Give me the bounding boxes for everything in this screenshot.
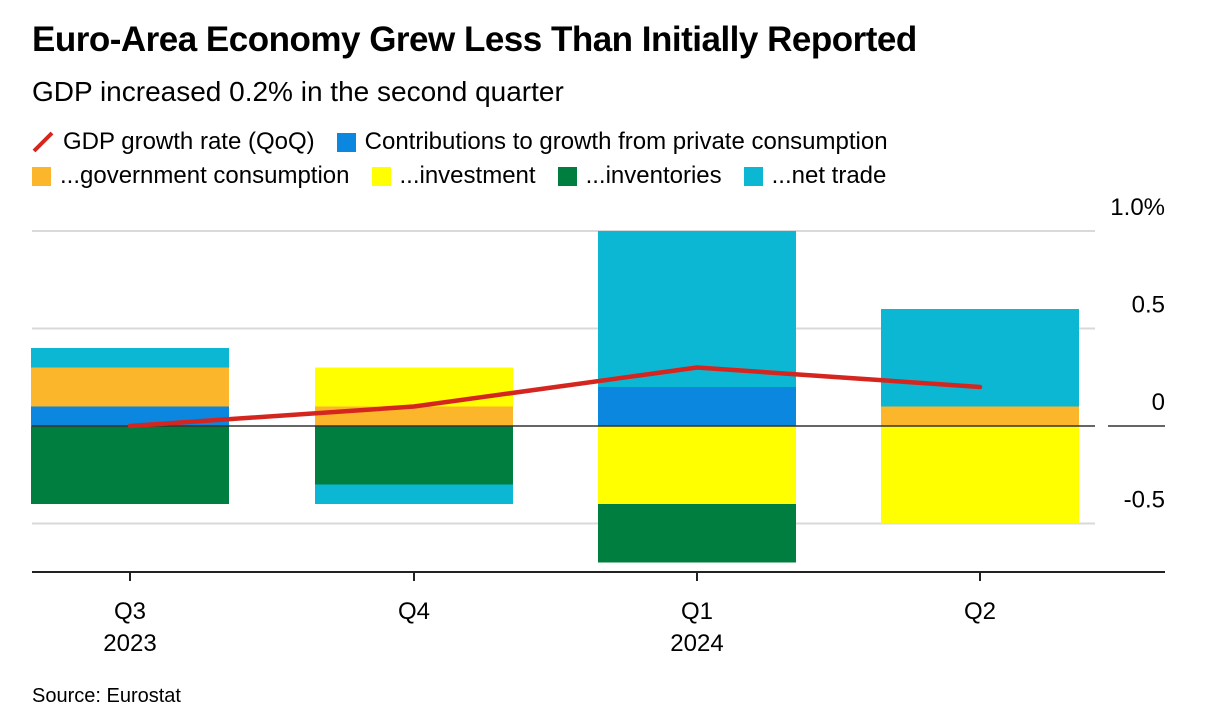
source-note: Source: Eurostat [32, 685, 181, 707]
bar-segment [598, 387, 796, 426]
bar-segment [881, 309, 1079, 407]
x-tick-label: Q3 [114, 598, 146, 625]
x-tick-label: Q4 [398, 598, 430, 625]
y-tick-label: 0.5 [1132, 292, 1165, 319]
y-tick-label: -0.5 [1124, 487, 1165, 514]
blue-square-icon [336, 132, 356, 152]
legend-item-investment: ...investment [371, 162, 536, 190]
bar-segment [315, 367, 513, 407]
legend-label-investment: ...investment [399, 162, 536, 189]
bar-segment [881, 406, 1079, 426]
x-tick-year-label: 2024 [670, 630, 723, 657]
legend-item-net-trade: ...net trade [743, 162, 887, 190]
chart-title: Euro-Area Economy Grew Less Than Initial… [32, 20, 917, 59]
bar-segment [315, 484, 513, 504]
yellow-square-icon [371, 166, 391, 186]
bar-segment [31, 367, 229, 407]
y-tick-label: 0 [1152, 389, 1165, 416]
legend-label-net-trade: ...net trade [771, 162, 887, 189]
green-square-icon [557, 166, 577, 186]
bar-segment [315, 426, 513, 485]
legend-label-gdp-growth: GDP growth rate (QoQ) [63, 128, 315, 155]
cyan-square-icon [743, 166, 763, 186]
gdp-growth-line [127, 365, 983, 429]
legend-item-inventories: ...inventories [557, 162, 722, 190]
y-tick-label: 1.0% [1110, 194, 1165, 221]
bar-segment [598, 231, 796, 387]
gdp-line [127, 365, 983, 429]
bar-segment [31, 426, 229, 504]
x-tick-label: Q2 [964, 598, 996, 625]
legend-item-government-consumption: ...government consumption [32, 162, 350, 190]
legend-label-private-consumption: Contributions to growth from private con… [364, 128, 888, 155]
legend-label-inventories: ...inventories [585, 162, 722, 189]
legend-item-gdp-growth: GDP growth rate (QoQ) [32, 128, 315, 156]
bar-segment [598, 504, 796, 563]
x-tick-year-label: 2023 [103, 630, 156, 657]
bar-segment [881, 426, 1079, 524]
bar-segment [31, 348, 229, 368]
legend-label-government-consumption: ...government consumption [60, 162, 350, 189]
x-tick-label: Q1 [681, 598, 713, 625]
red-line-icon [32, 131, 54, 153]
legend-item-private-consumption: Contributions to growth from private con… [336, 128, 888, 156]
legend-row-1: GDP growth rate (QoQ) Contributions to g… [32, 125, 1182, 159]
bar-segment [598, 426, 796, 504]
legend: GDP growth rate (QoQ) Contributions to g… [32, 125, 1182, 193]
chart-subtitle: GDP increased 0.2% in the second quarter [32, 76, 564, 107]
axis-labels: 1.0% 0.5 0 -0.5 Q3 2023 Q4 Q1 2024 Q2 [103, 194, 1165, 657]
orange-square-icon [32, 166, 51, 186]
legend-row-2: ...government consumption ...investment … [32, 159, 1182, 193]
x-axis [32, 571, 1165, 581]
bars [31, 231, 1079, 563]
